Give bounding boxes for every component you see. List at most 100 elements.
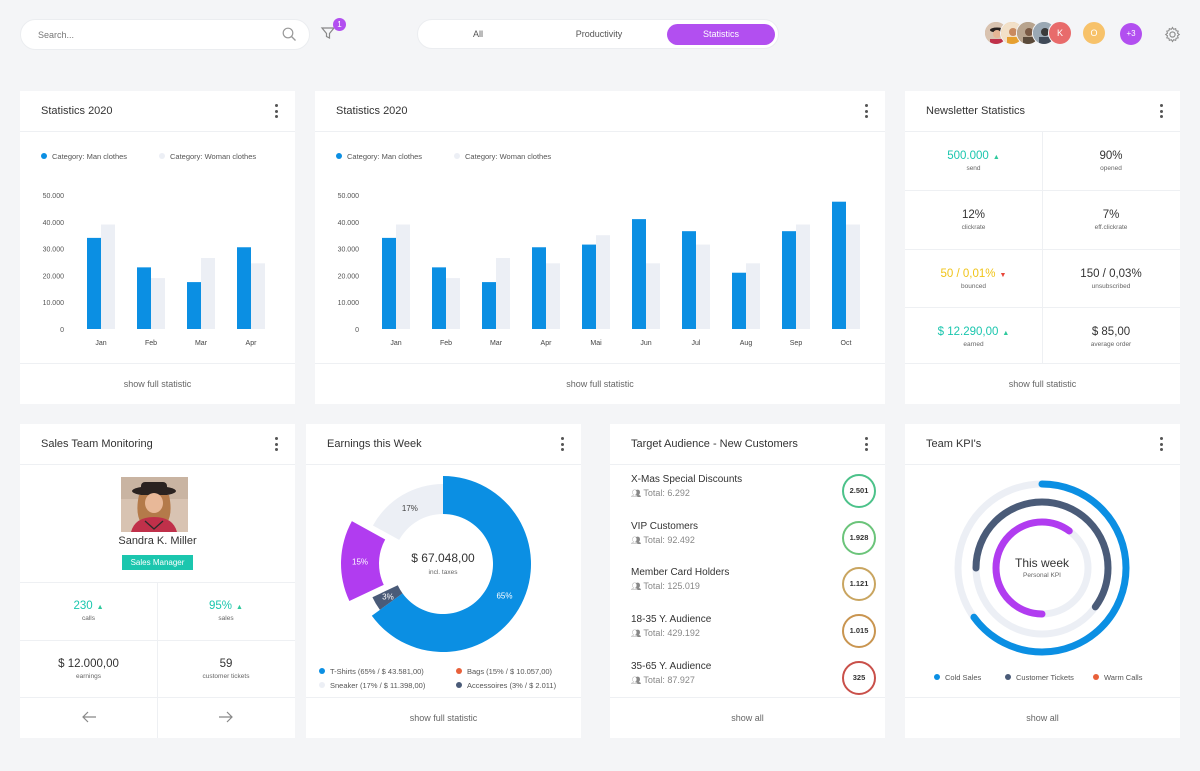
kpi-card: Team KPI's This week Personal KPI Cold S… [905, 424, 1180, 738]
audience-name: 35-65 Y. Audience [631, 660, 712, 672]
bar-chart: 50.000 40.000 30.000 20.000 10.000 0 Jan Feb Mar… [338, 193, 860, 347]
newsletter-stat-bounced: 50 / 0,01% ▼ bounced [905, 268, 1042, 290]
more-members-button[interactable]: +3 [1120, 23, 1142, 45]
arrow-right-icon[interactable] [218, 710, 234, 724]
kpi-ring-customer-tickets[interactable] [972, 498, 1112, 638]
bar-woman-feb[interactable] [151, 278, 165, 329]
card-title: Statistics 2020 [336, 105, 408, 117]
stat-label: send [966, 165, 981, 172]
kpi-ring-warm-calls[interactable] [992, 518, 1092, 618]
bar-man-feb[interactable] [432, 267, 446, 329]
filter-button[interactable]: 1 [320, 18, 346, 43]
bar-woman-sep[interactable] [796, 224, 810, 329]
bar-woman-jan[interactable] [101, 224, 115, 329]
audience-total: 👥︎ Total: 87.927 [631, 674, 695, 685]
audience-count-badge: 1.015 [842, 614, 876, 649]
bar-woman-apr[interactable] [251, 263, 265, 329]
bar-woman-mar[interactable] [201, 257, 215, 329]
x-tick-label: Mar [195, 340, 208, 347]
newsletter-stat-earned: $ 12.290,00 ▲ earned [905, 326, 1042, 348]
audience-count-badge: 325 [842, 660, 876, 695]
more-menu-icon[interactable] [1159, 104, 1163, 118]
bar-man-mai[interactable] [582, 244, 596, 329]
arrow-left-icon[interactable] [81, 710, 97, 724]
bar-man-feb[interactable] [137, 267, 151, 329]
bar-woman-apr[interactable] [546, 263, 560, 329]
kpi-radial-chart [954, 480, 1130, 656]
donut-slice[interactable] [371, 476, 531, 652]
bar-woman-jan[interactable] [396, 224, 410, 329]
y-tick-label: 50.000 [338, 193, 360, 200]
search-box[interactable] [20, 19, 310, 50]
stat-label: average order [1090, 341, 1132, 348]
donut-slice[interactable] [372, 585, 403, 610]
audience-list-item[interactable]: 35-65 Y. Audience 👥︎ Total: 87.927 325 [631, 660, 876, 699]
show-full-statistic-link[interactable]: show full statistic [123, 379, 192, 389]
bar-man-apr[interactable] [237, 247, 251, 329]
audience-name: X-Mas Special Discounts [631, 474, 743, 485]
bar-man-jan[interactable] [87, 237, 101, 329]
audience-count-badge: 1.121 [842, 567, 876, 602]
y-tick-label: 10.000 [338, 300, 360, 307]
bar-woman-jun[interactable] [646, 263, 660, 329]
audience-list-item[interactable]: VIP Customers 👥︎ Total: 92.492 1.928 [631, 520, 876, 559]
legend-dot [456, 668, 462, 675]
users-icon: 👥︎ [631, 629, 644, 639]
bar-woman-jul[interactable] [696, 244, 710, 329]
stat-label: bounced [961, 283, 986, 290]
tab-statistics[interactable]: Statistics [667, 24, 775, 45]
gear-icon[interactable] [1164, 26, 1181, 43]
search-icon[interactable] [282, 27, 297, 42]
more-menu-icon[interactable] [274, 104, 278, 118]
users-icon: 👥︎ [631, 535, 644, 545]
show-full-statistic-link[interactable]: show full statistic [1008, 379, 1077, 389]
audience-list-item[interactable]: Member Card Holders 👥︎ Total: 125.019 1.12… [631, 567, 876, 605]
y-tick-label: 10.000 [43, 300, 65, 307]
x-tick-label: Aug [740, 340, 753, 347]
stat-value: $ 85,00 [1091, 326, 1131, 338]
legend-warm-calls: Warm Calls [1093, 673, 1142, 682]
audience-list-item[interactable]: X-Mas Special Discounts 👥︎ Total: 6.292 2.… [631, 474, 876, 512]
earnings-card: Earnings this Week 65% 3% 15% 17% $ 67.048,… [306, 424, 581, 738]
bar-woman-mai[interactable] [596, 235, 610, 329]
audience-total: 👥︎ Total: 6.292 [631, 488, 690, 498]
bar-man-aug[interactable] [732, 272, 746, 329]
stat-value: 7% [1102, 209, 1120, 221]
bar-man-jun[interactable] [632, 219, 646, 329]
audience-count-badge: 2.501 [842, 474, 876, 508]
x-tick-label: Apr [246, 340, 258, 347]
kpi-ring-cold-sales[interactable] [954, 480, 1130, 656]
bar-man-apr[interactable] [532, 247, 546, 329]
more-menu-icon[interactable] [864, 437, 868, 451]
trend-up-icon: ▲ [992, 154, 1000, 161]
bar-man-jul[interactable] [682, 231, 696, 329]
donut-slice[interactable] [372, 484, 443, 540]
bar-man-mar[interactable] [482, 282, 496, 329]
more-menu-icon[interactable] [1159, 437, 1163, 451]
more-menu-icon[interactable] [274, 437, 278, 451]
show-full-statistic-link[interactable]: show full statistic [409, 713, 478, 723]
bar-man-jan[interactable] [382, 237, 396, 329]
bar-woman-aug[interactable] [746, 263, 760, 329]
avatar[interactable]: O [1082, 21, 1106, 45]
tab-all[interactable]: All [472, 29, 483, 39]
donut-slice[interactable] [341, 521, 386, 602]
tab-productivity[interactable]: Productivity [575, 29, 623, 39]
bar-woman-feb[interactable] [446, 278, 460, 329]
bar-man-sep[interactable] [782, 231, 796, 329]
avatar[interactable]: K [1048, 21, 1072, 45]
show-all-link[interactable]: show all [1026, 713, 1059, 723]
bar-man-oct[interactable] [832, 201, 846, 329]
search-input[interactable] [38, 26, 268, 44]
legend-dot [456, 682, 462, 689]
show-full-statistic-link[interactable]: show full statistic [566, 379, 634, 389]
bar-woman-mar[interactable] [496, 257, 510, 329]
bar-man-mar[interactable] [187, 282, 201, 329]
bar-woman-oct[interactable] [846, 224, 860, 329]
more-menu-icon[interactable] [864, 104, 868, 118]
more-menu-icon[interactable] [560, 437, 564, 451]
kpi-center-title: This week [1014, 556, 1070, 570]
y-tick-label: 50.000 [43, 193, 65, 200]
show-all-link[interactable]: show all [731, 713, 764, 723]
audience-list-item[interactable]: 18-35 Y. Audience 👥︎ Total: 429.192 1.015 [631, 614, 876, 652]
